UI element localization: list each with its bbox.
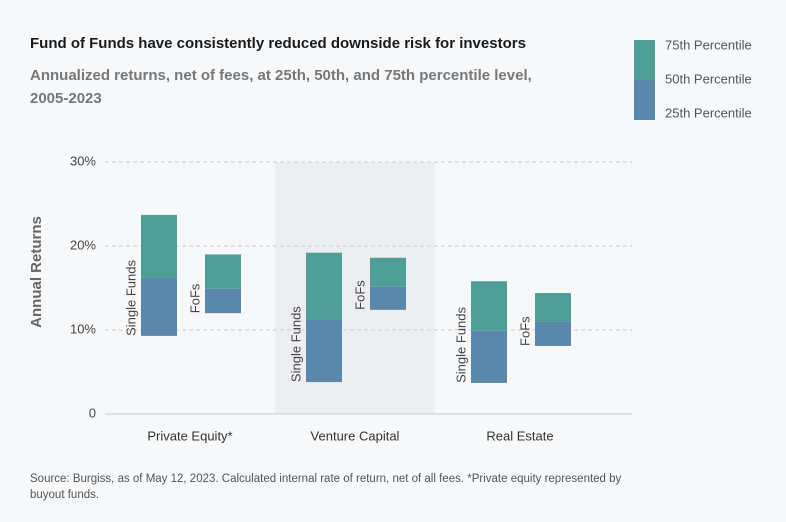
source-note: Source: Burgiss, as of May 12, 2023. Cal… [30,473,622,485]
bar-lower [471,330,507,383]
y-tick-label: 0 [89,405,96,420]
bar-label: FoFs [352,280,367,310]
bar-lower [535,321,571,346]
x-tick-label: Venture Capital [311,428,400,443]
bar-lower [205,288,241,314]
bar-upper [471,281,507,331]
y-tick-label: 20% [70,237,96,252]
bar-label: Single Funds [453,307,468,383]
legend-swatch [634,40,655,80]
x-tick-label: Real Estate [486,428,553,443]
legend-label: 50th Percentile [665,71,752,86]
chart-subtitle: 2005-2023 [30,90,102,107]
chart-title: Fund of Funds have consistently reduced … [30,35,526,52]
bar-label: Single Funds [123,260,138,336]
bar-upper [306,252,342,320]
legend-label: 25th Percentile [665,105,752,120]
legend-swatch [634,80,655,120]
group-highlight [275,162,435,414]
legend-label: 75th Percentile [665,37,752,52]
bar-label: Single Funds [288,306,303,382]
bar-upper [205,254,241,289]
bar-lower [141,277,177,336]
bar-upper [141,214,177,278]
bar-lower [306,319,342,383]
bar-label: FoFs [517,316,532,346]
bar-lower [370,286,406,310]
source-note: buyout funds. [30,489,99,501]
bar-upper [370,257,406,287]
y-axis-title: Annual Returns [28,216,45,328]
chart-subtitle: Annualized returns, net of fees, at 25th… [30,67,532,84]
bar-label: FoFs [187,283,202,313]
x-tick-label: Private Equity* [147,428,232,443]
bar-upper [535,293,571,322]
y-tick-label: 30% [70,153,96,168]
y-tick-label: 10% [70,321,96,336]
